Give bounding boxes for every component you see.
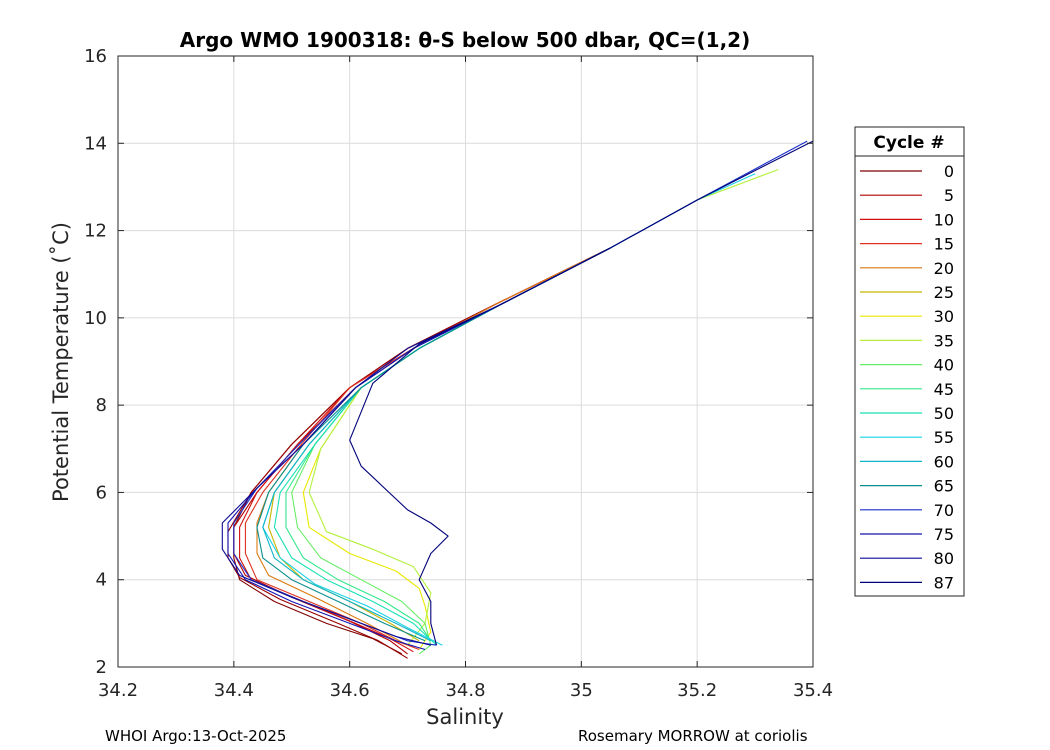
legend-label: 87 (934, 573, 954, 592)
legend-label: 65 (934, 477, 954, 496)
x-tick-label: 34.8 (445, 680, 485, 701)
legend-label: 70 (934, 501, 954, 520)
x-axis-label: Salinity (426, 705, 504, 729)
legend-label: 60 (934, 452, 954, 471)
y-tick-label: 2 (96, 657, 107, 678)
legend-label: 75 (934, 525, 954, 544)
legend-title: Cycle # (873, 133, 944, 153)
y-tick-label: 16 (84, 46, 107, 67)
chart-title: Argo WMO 1900318: θ-S below 500 dbar, QC… (180, 28, 750, 52)
legend: Cycle # 0 5 10 15 20 25 30 35 40 45 50 55 60 65 70 75 80… (854, 126, 965, 597)
x-axis: 34.2 34.4 34.6 34.8 35 35.2 35.4 (98, 56, 833, 701)
legend-label: 0 (944, 162, 954, 181)
x-tick-label: 35.4 (793, 680, 833, 701)
legend-label: 25 (934, 283, 954, 302)
y-tick-label: 12 (84, 221, 107, 242)
y-tick-label: 8 (96, 395, 107, 416)
legend-entries: 0 5 10 15 20 25 30 35 40 45 50 55 60 65 70 75 80 87 (860, 162, 954, 592)
legend-label: 30 (934, 307, 954, 326)
x-tick-label: 34.2 (98, 680, 138, 701)
x-tick-label: 34.6 (330, 680, 370, 701)
x-tick-label: 34.4 (214, 680, 254, 701)
y-tick-label: 4 (96, 570, 107, 591)
legend-label: 35 (934, 331, 954, 350)
footer-right: Rosemary MORROW at coriolis (578, 727, 808, 745)
y-axis-label: Potential Temperature (˚C) (49, 222, 73, 502)
legend-box (854, 126, 965, 597)
footer-left: WHOI Argo:13-Oct-2025 (105, 727, 287, 745)
x-tick-label: 35.2 (677, 680, 717, 701)
series-line-cycle-80 (221, 247, 611, 646)
legend-label: 15 (934, 235, 954, 254)
y-axis: 2 4 6 8 10 12 14 16 (84, 46, 813, 678)
legend-label: 40 (934, 356, 954, 375)
y-tick-label: 14 (84, 133, 107, 154)
legend-label: 45 (934, 380, 954, 399)
y-tick-label: 10 (84, 308, 107, 329)
legend-label: 10 (934, 210, 954, 229)
legend-label: 50 (934, 404, 954, 423)
y-tick-label: 6 (96, 482, 107, 503)
legend-label: 5 (944, 186, 954, 205)
x-tick-label: 35 (570, 680, 593, 701)
series-layer (221, 140, 813, 659)
series-line-cycle-65 (256, 247, 611, 642)
legend-label: 20 (934, 259, 954, 278)
legend-label: 80 (934, 549, 954, 568)
series-line-cycle-87 (349, 140, 813, 646)
legend-label: 55 (934, 428, 954, 447)
